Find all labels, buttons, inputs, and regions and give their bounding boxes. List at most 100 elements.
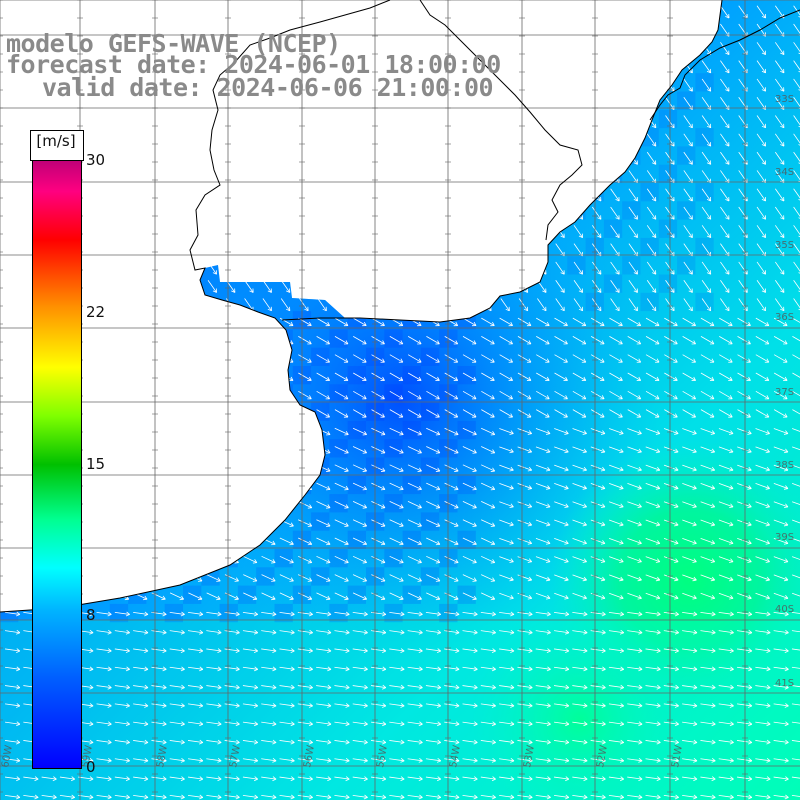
- wind-arrow: [261, 555, 276, 564]
- wind-arrow: [793, 206, 800, 220]
- wind-arrow: [407, 685, 423, 689]
- wind-arrow: [96, 630, 112, 634]
- wind-arrow: [169, 666, 185, 670]
- wind-arrow: [462, 648, 478, 652]
- wind-arrow: [407, 776, 423, 780]
- wind-arrow: [297, 776, 313, 780]
- wind-arrow: [242, 666, 258, 670]
- wind-arrow: [480, 648, 496, 652]
- wind-arrow: [701, 96, 712, 110]
- wind-arrow: [719, 409, 733, 418]
- wind-arrow: [462, 446, 477, 454]
- wind-arrow: [224, 611, 240, 615]
- wind-arrow: [535, 685, 551, 689]
- wind-arrow: [663, 666, 679, 670]
- wind-arrow: [407, 740, 423, 743]
- wind-arrow: [407, 537, 422, 545]
- wind-arrow: [370, 721, 386, 725]
- wind-arrow: [133, 721, 149, 725]
- wind-arrow: [151, 666, 167, 670]
- wind-arrow: [590, 721, 606, 725]
- lat-label: 35S: [775, 240, 794, 251]
- wind-arrow: [682, 556, 697, 563]
- wind-arrow: [591, 225, 602, 238]
- wind-arrow: [316, 390, 330, 400]
- wind-arrow: [517, 446, 532, 453]
- wind-arrow: [793, 243, 800, 257]
- wind-arrow: [426, 537, 441, 545]
- wind-arrow: [736, 703, 752, 707]
- wind-arrow: [792, 501, 800, 508]
- wind-arrow: [261, 703, 277, 707]
- wind-arrow: [517, 519, 532, 526]
- wind-arrow: [627, 648, 643, 652]
- wind-arrow: [718, 648, 734, 652]
- wind-arrow: [224, 648, 240, 652]
- wind-arrow: [4, 648, 20, 652]
- wind-arrow: [663, 574, 679, 581]
- wind-arrow: [682, 372, 696, 381]
- wind-arrow: [334, 611, 350, 615]
- wind-arrow: [426, 501, 441, 509]
- wind-arrow: [224, 776, 240, 780]
- wind-arrow: [499, 666, 515, 670]
- wind-arrow: [298, 574, 312, 582]
- wind-arrow: [755, 666, 771, 670]
- wind-arrow: [773, 446, 789, 453]
- wind-arrow: [536, 354, 550, 363]
- wind-arrow: [535, 537, 551, 544]
- wind-arrow: [187, 721, 203, 725]
- wind-arrow: [774, 96, 785, 110]
- wind-arrow: [481, 537, 495, 545]
- wind-arrow: [609, 501, 624, 508]
- wind-arrow: [737, 464, 752, 471]
- wind-arrow: [590, 648, 606, 652]
- wind-arrow: [114, 685, 130, 689]
- wind-arrow: [572, 758, 588, 762]
- wind-arrow: [553, 630, 569, 634]
- wind-arrow: [206, 703, 222, 707]
- wind-arrow: [279, 794, 295, 798]
- wind-arrow: [645, 317, 660, 326]
- wind-arrow: [187, 776, 203, 780]
- wind-arrow: [444, 555, 459, 564]
- wind-arrow: [572, 483, 587, 489]
- wind-arrow: [187, 611, 203, 615]
- wind-arrow: [700, 372, 715, 381]
- wind-arrow: [481, 592, 495, 600]
- wind-arrow: [462, 464, 477, 472]
- wind-arrow: [444, 409, 458, 418]
- wind-arrow: [701, 243, 712, 257]
- wind-arrow: [792, 592, 800, 599]
- title-forecast-date: forecast date: 2024-06-01 18:00:00: [6, 50, 501, 79]
- wind-arrow: [4, 740, 20, 743]
- wind-arrow: [773, 740, 789, 743]
- wind-arrow: [389, 336, 404, 345]
- wind-arrow: [664, 336, 678, 345]
- wind-arrow: [444, 740, 460, 743]
- wind-arrow: [590, 428, 606, 435]
- wind-arrow: [499, 317, 513, 326]
- wind-arrow: [188, 592, 203, 600]
- wind-arrow: [774, 115, 785, 129]
- wind-arrow: [371, 482, 386, 490]
- wind-arrow: [242, 703, 258, 707]
- wind-arrow: [608, 703, 624, 707]
- wind-arrow: [791, 648, 800, 652]
- wind-arrow: [499, 519, 514, 526]
- wind-arrow: [553, 740, 569, 743]
- wind-arrow: [96, 776, 112, 780]
- wind-arrow: [499, 794, 515, 798]
- wind-arrow: [608, 776, 624, 780]
- wind-arrow: [481, 409, 495, 418]
- wind-arrow: [316, 776, 332, 780]
- wind-arrow: [682, 703, 698, 707]
- wind-arrow: [682, 666, 698, 670]
- wind-arrow: [78, 776, 94, 780]
- wind-arrow: [645, 409, 660, 418]
- wind-arrow: [462, 372, 477, 381]
- wind-arrow: [791, 703, 800, 707]
- wind-arrow: [444, 482, 459, 490]
- wind-arrow: [480, 740, 496, 743]
